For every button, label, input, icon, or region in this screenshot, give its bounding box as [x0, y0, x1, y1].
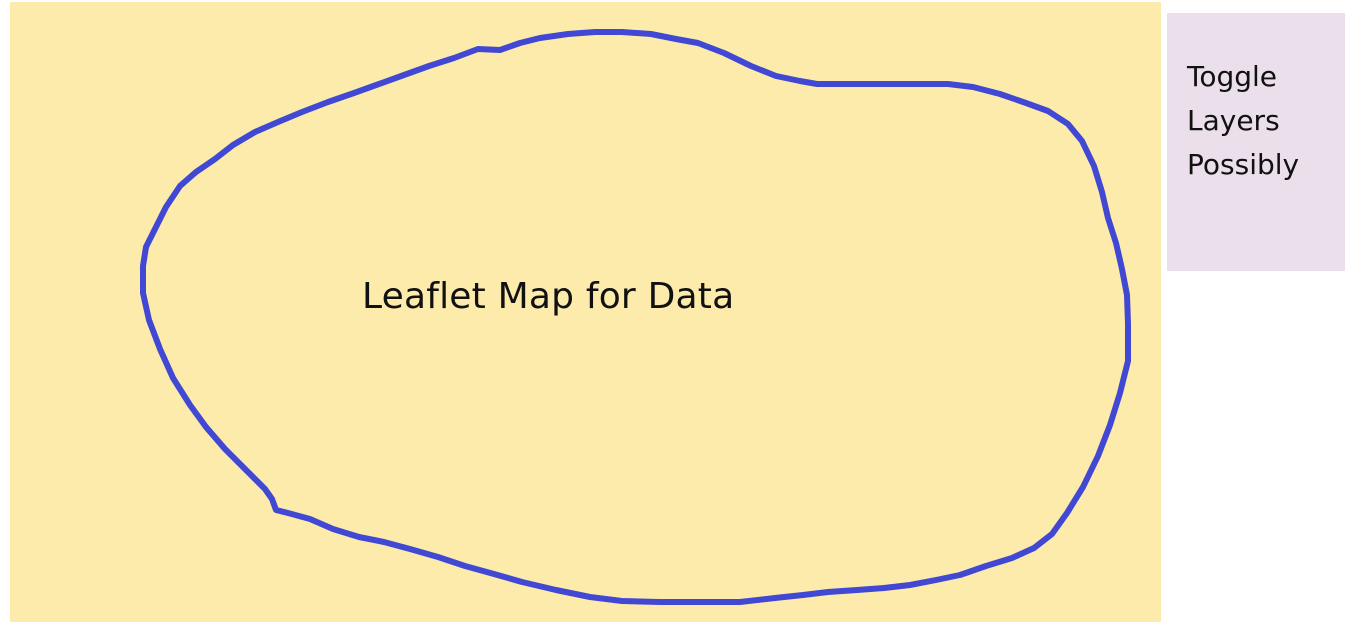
map-outline-shape [140, 29, 1131, 605]
map-placeholder-label: Leaflet Map for Data [362, 276, 735, 317]
map-placeholder[interactable]: Leaflet Map for Data [10, 2, 1161, 622]
layers-panel-line-3: Possibly [1187, 148, 1300, 181]
layers-panel-line-1: Toggle [1187, 60, 1278, 93]
toggle-layers-panel[interactable]: Toggle Layers Possibly [1167, 13, 1345, 271]
layers-panel-line-2: Layers [1187, 104, 1280, 137]
